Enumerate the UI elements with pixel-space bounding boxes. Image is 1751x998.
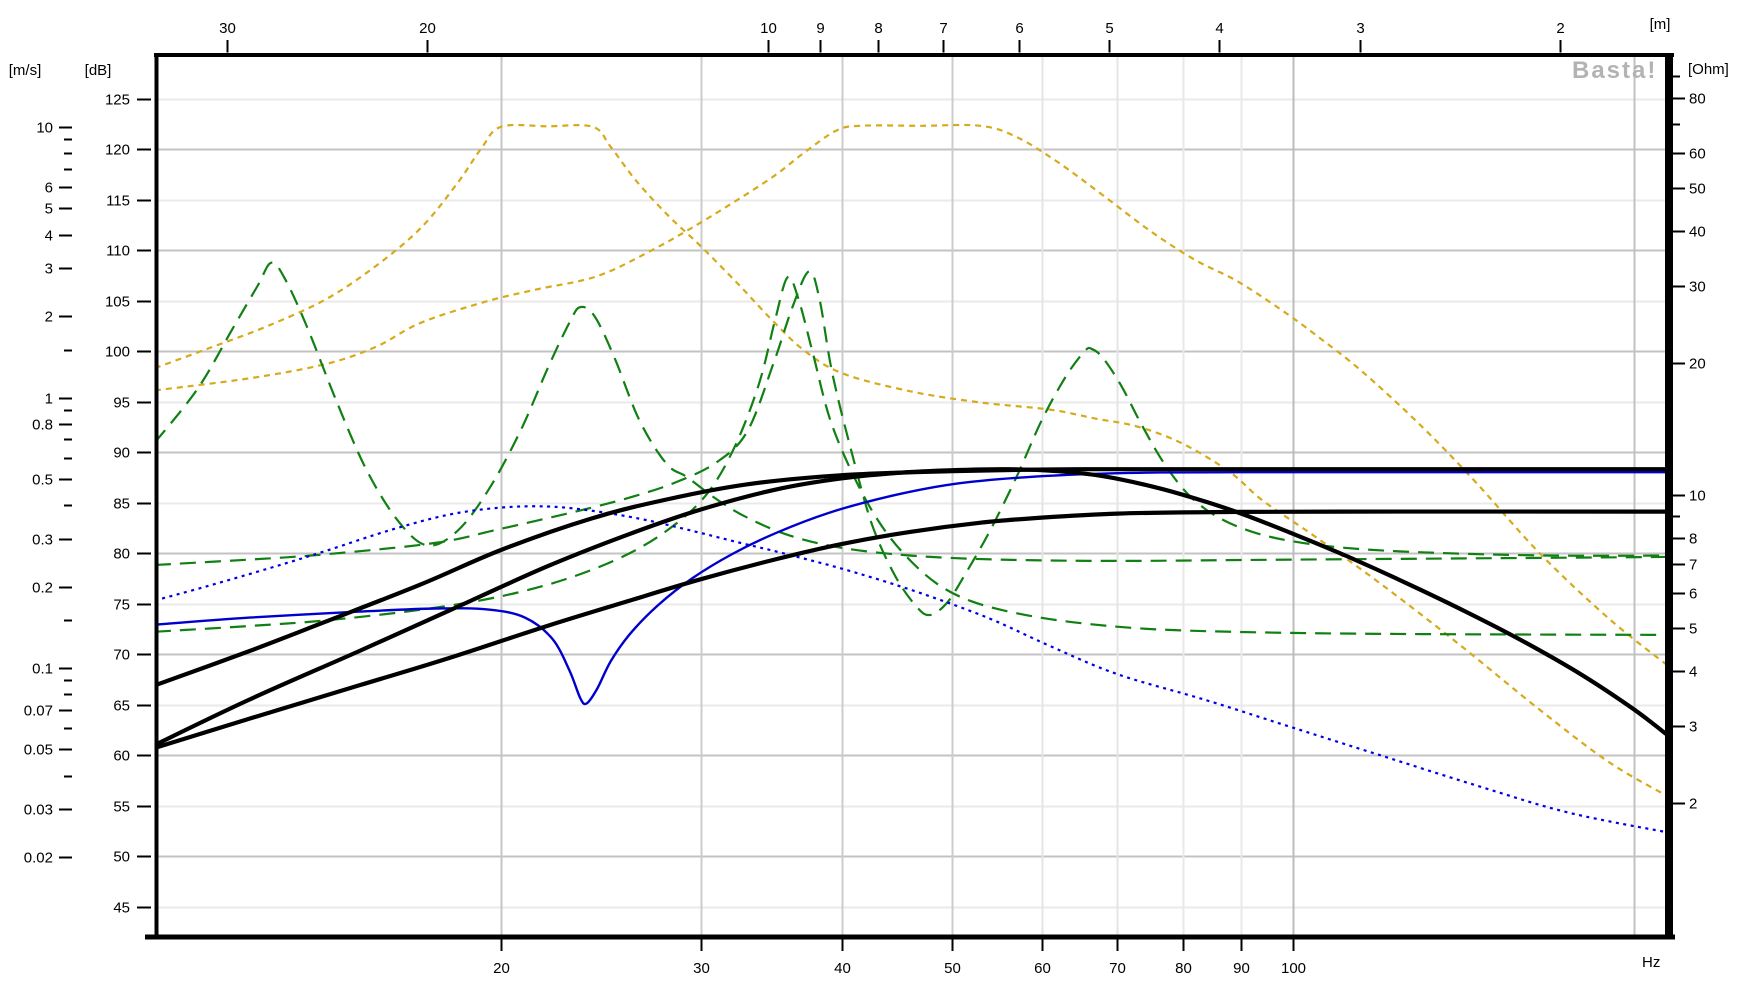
wavelength-tick-label-30: 30 xyxy=(219,20,236,37)
ohm-tick-label-40: 40 xyxy=(1689,224,1706,241)
ohm-tick-label-8: 8 xyxy=(1689,531,1697,548)
wavelength-tick-label-5: 5 xyxy=(1105,20,1113,37)
ms-tick-label-6: 6 xyxy=(45,180,53,197)
ms-tick-label-0.8: 0.8 xyxy=(32,417,53,434)
ms-tick-label-10: 10 xyxy=(36,120,53,137)
db-tick-label-125: 125 xyxy=(105,92,130,109)
ohm-tick-label-50: 50 xyxy=(1689,181,1706,198)
ohm-axis-ticks xyxy=(1673,75,1685,805)
db-axis-ticks xyxy=(137,98,151,909)
db-tick-label-100: 100 xyxy=(105,344,130,361)
db-tick-label-70: 70 xyxy=(113,647,130,664)
curve-max-spl-vented-a xyxy=(156,123,1665,797)
freq-tick-label-60: 60 xyxy=(1034,960,1051,977)
db-tick-label-50: 50 xyxy=(113,849,130,866)
ms-tick-label-1: 1 xyxy=(45,391,53,408)
curve-response-vented-blue xyxy=(156,470,1665,706)
freq-tick-label-20: 20 xyxy=(493,960,510,977)
ms-tick-label-0.03: 0.03 xyxy=(24,802,53,819)
db-tick-label-110: 110 xyxy=(106,243,130,260)
db-tick-label-115: 115 xyxy=(106,193,130,210)
ms-tick-label-0.05: 0.05 xyxy=(24,742,53,759)
wavelength-tick-label-9: 9 xyxy=(816,20,824,37)
wavelength-tick-label-3: 3 xyxy=(1356,20,1364,37)
db-tick-label-120: 120 xyxy=(105,142,130,159)
frequency-axis-unit: Hz xyxy=(1642,954,1661,971)
db-tick-label-80: 80 xyxy=(113,546,130,563)
ms-axis-ticks xyxy=(59,126,72,859)
freq-tick-label-50: 50 xyxy=(944,960,961,977)
ms-tick-label-0.07: 0.07 xyxy=(24,703,53,720)
freq-tick-label-80: 80 xyxy=(1175,960,1192,977)
ohm-tick-label-60: 60 xyxy=(1689,146,1706,163)
ohm-tick-label-10: 10 xyxy=(1689,488,1706,505)
wavelength-tick-label-8: 8 xyxy=(874,20,882,37)
top-axis-ticks xyxy=(226,40,1562,53)
ms-tick-label-0.1: 0.1 xyxy=(32,661,53,678)
ohm-tick-label-4: 4 xyxy=(1689,664,1697,681)
db-axis-unit: [dB] xyxy=(84,62,112,79)
ms-tick-label-0.02: 0.02 xyxy=(24,850,53,867)
curve-impedance-vented-a xyxy=(156,261,1665,563)
curve-max-spl-vented-b xyxy=(156,123,1665,665)
ohm-tick-label-6: 6 xyxy=(1689,586,1697,603)
freq-tick-label-70: 70 xyxy=(1109,960,1126,977)
ohm-axis-unit: [Ohm] xyxy=(1688,61,1729,78)
db-tick-label-55: 55 xyxy=(113,799,130,816)
wavelength-tick-label-20: 20 xyxy=(419,20,436,37)
curve-impedance-sealed xyxy=(156,275,1665,636)
wavelength-tick-label-7: 7 xyxy=(939,20,947,37)
db-tick-label-90: 90 xyxy=(113,445,130,462)
db-tick-label-105: 105 xyxy=(105,294,130,311)
series-curves xyxy=(156,123,1665,834)
curve-spl-sealed-small xyxy=(156,509,1665,750)
ms-tick-label-2: 2 xyxy=(45,309,53,326)
freq-tick-label-30: 30 xyxy=(693,960,710,977)
wavelength-tick-label-4: 4 xyxy=(1215,20,1223,37)
freq-tick-label-90: 90 xyxy=(1233,960,1250,977)
db-tick-label-85: 85 xyxy=(113,496,130,513)
db-tick-label-45: 45 xyxy=(113,900,130,917)
ohm-tick-label-3: 3 xyxy=(1689,719,1697,736)
db-tick-label-75: 75 xyxy=(113,597,130,614)
wavelength-tick-label-10: 10 xyxy=(760,20,777,37)
wavelength-axis-unit: [m] xyxy=(1649,16,1671,33)
ms-tick-label-0.2: 0.2 xyxy=(32,580,53,597)
velocity-axis-unit: [m/s] xyxy=(8,62,42,79)
ohm-tick-label-5: 5 xyxy=(1689,621,1697,638)
bottom-axis-ticks xyxy=(500,939,1295,951)
ms-tick-label-4: 4 xyxy=(45,228,53,245)
freq-tick-label-100: 100 xyxy=(1281,960,1306,977)
ohm-tick-label-80: 80 xyxy=(1689,91,1706,108)
basta-watermark: Basta! xyxy=(1572,57,1658,84)
wavelength-tick-label-6: 6 xyxy=(1015,20,1023,37)
curve-spl-sealed-large xyxy=(156,466,1665,688)
freq-tick-label-40: 40 xyxy=(834,960,851,977)
ms-tick-label-0.3: 0.3 xyxy=(32,532,53,549)
db-tick-label-65: 65 xyxy=(113,698,130,715)
ms-tick-label-3: 3 xyxy=(45,261,53,278)
plot-frame xyxy=(145,53,1675,940)
ohm-tick-label-20: 20 xyxy=(1689,356,1706,373)
curve-impedance-vented-b xyxy=(156,270,1665,617)
ms-tick-label-5: 5 xyxy=(45,201,53,218)
ohm-tick-label-7: 7 xyxy=(1689,557,1697,574)
curve-response-blue-dotted xyxy=(156,505,1665,834)
ohm-tick-label-30: 30 xyxy=(1689,279,1706,296)
gridlines xyxy=(155,53,1666,936)
db-tick-label-60: 60 xyxy=(113,748,130,765)
db-tick-label-95: 95 xyxy=(113,395,130,412)
wavelength-tick-label-2: 2 xyxy=(1556,20,1564,37)
ms-tick-label-0.5: 0.5 xyxy=(32,472,53,489)
ohm-tick-label-2: 2 xyxy=(1689,796,1697,813)
